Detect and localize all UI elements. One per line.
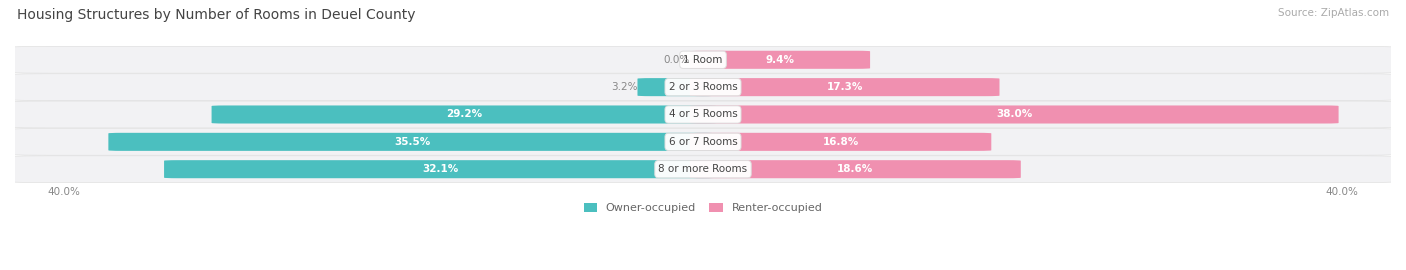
Text: 17.3%: 17.3% (827, 82, 863, 92)
Text: 2 or 3 Rooms: 2 or 3 Rooms (669, 82, 737, 92)
FancyBboxPatch shape (690, 106, 1339, 123)
Legend: Owner-occupied, Renter-occupied: Owner-occupied, Renter-occupied (579, 198, 827, 218)
FancyBboxPatch shape (690, 78, 1000, 96)
FancyBboxPatch shape (0, 156, 1406, 183)
Text: 35.5%: 35.5% (394, 137, 430, 147)
FancyBboxPatch shape (637, 78, 716, 96)
FancyBboxPatch shape (211, 106, 716, 123)
FancyBboxPatch shape (108, 133, 716, 151)
FancyBboxPatch shape (690, 133, 991, 151)
Text: Housing Structures by Number of Rooms in Deuel County: Housing Structures by Number of Rooms in… (17, 8, 415, 22)
FancyBboxPatch shape (0, 101, 1406, 128)
FancyBboxPatch shape (0, 46, 1406, 73)
FancyBboxPatch shape (165, 160, 716, 178)
Text: 16.8%: 16.8% (823, 137, 859, 147)
Text: 40.0%: 40.0% (1326, 187, 1358, 197)
Text: 4 or 5 Rooms: 4 or 5 Rooms (669, 110, 737, 120)
Text: 9.4%: 9.4% (765, 55, 794, 65)
Text: 6 or 7 Rooms: 6 or 7 Rooms (669, 137, 737, 147)
Text: 32.1%: 32.1% (422, 164, 458, 174)
FancyBboxPatch shape (690, 160, 1021, 178)
Text: 0.0%: 0.0% (664, 55, 690, 65)
Text: 18.6%: 18.6% (837, 164, 873, 174)
Text: Source: ZipAtlas.com: Source: ZipAtlas.com (1278, 8, 1389, 18)
Text: 8 or more Rooms: 8 or more Rooms (658, 164, 748, 174)
FancyBboxPatch shape (690, 51, 870, 69)
Text: 29.2%: 29.2% (446, 110, 482, 120)
FancyBboxPatch shape (0, 74, 1406, 100)
Text: 3.2%: 3.2% (612, 82, 637, 92)
Text: 1 Room: 1 Room (683, 55, 723, 65)
Text: 38.0%: 38.0% (995, 110, 1032, 120)
Text: 40.0%: 40.0% (48, 187, 80, 197)
FancyBboxPatch shape (0, 129, 1406, 155)
